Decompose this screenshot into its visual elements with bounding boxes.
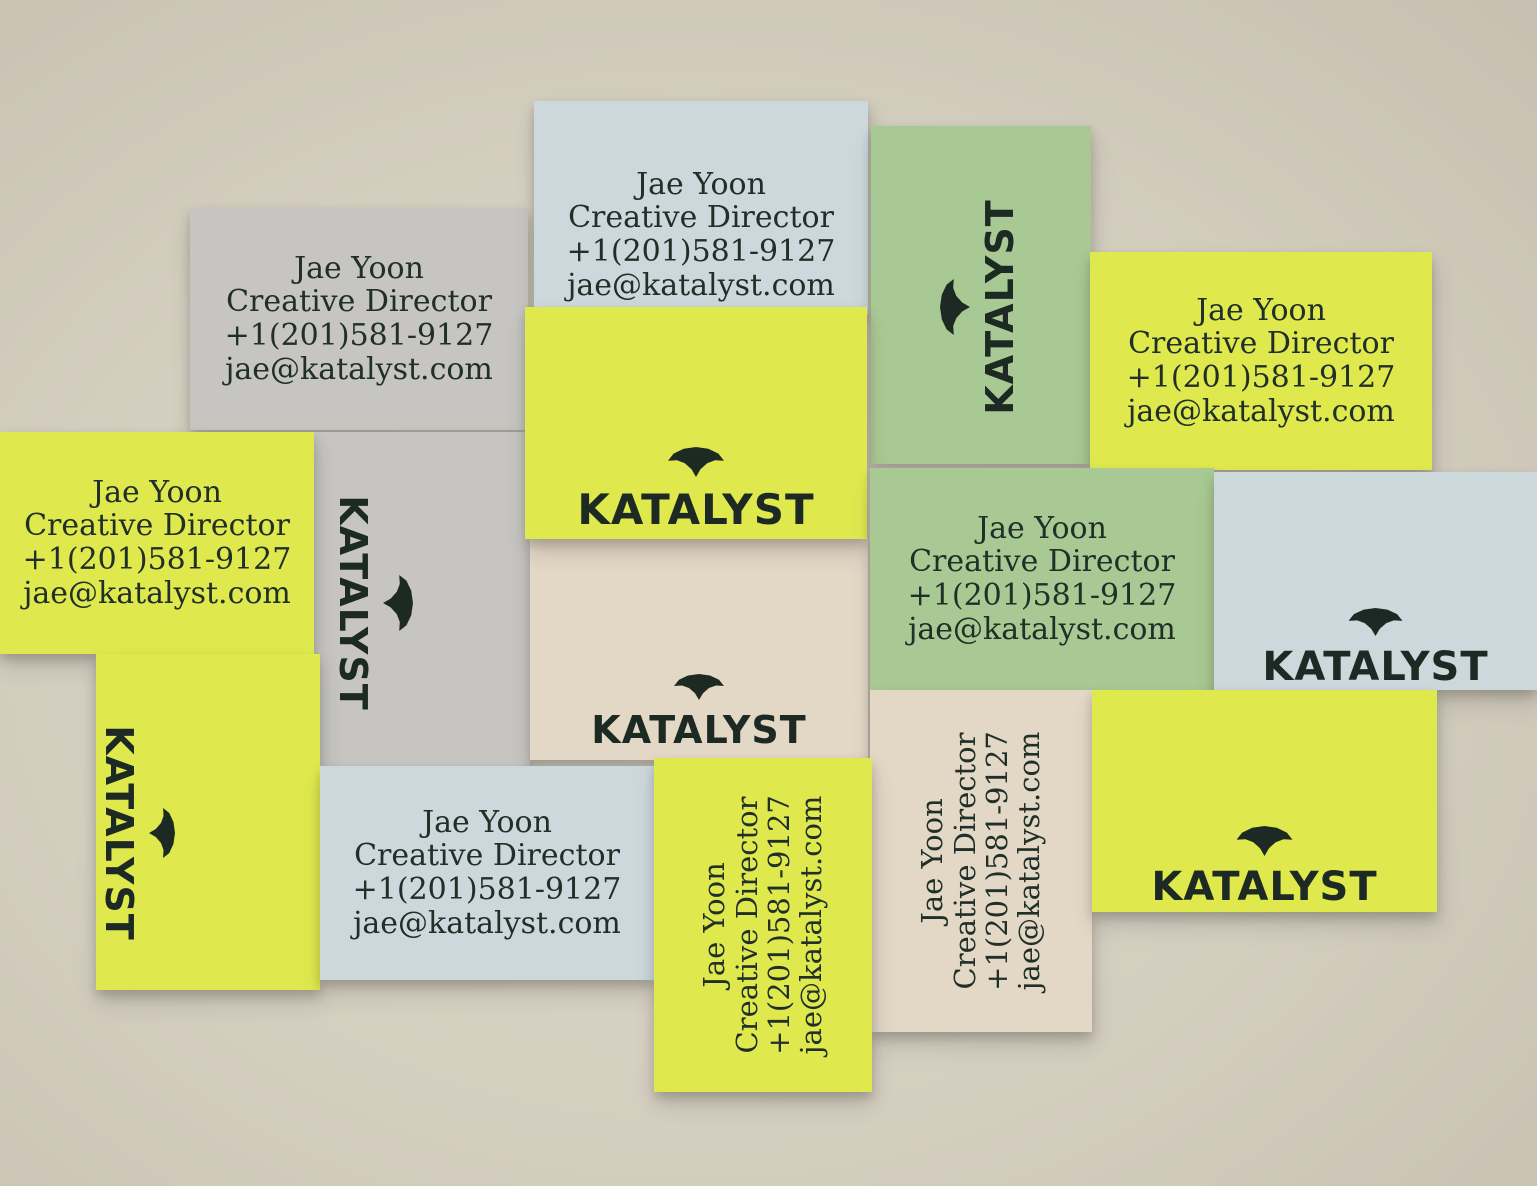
card-email: jae@katalyst.com	[908, 611, 1176, 647]
business-card-yellow-brand: KATALYST	[525, 307, 867, 539]
business-card-green-info: Jae Yoon Creative Director +1(201)581-91…	[870, 468, 1214, 690]
card-info: Jae Yoon Creative Director +1(201)581-91…	[870, 690, 1092, 1032]
brand-wordmark: KATALYST	[1262, 644, 1489, 690]
business-card-yellow-info-vertical: Jae Yoon Creative Director +1(201)581-91…	[654, 758, 872, 1092]
katalyst-dome-icon	[149, 808, 175, 858]
brand-lockup: KATALYST	[331, 453, 413, 753]
business-card-blue-brand: KATALYST	[1214, 472, 1537, 690]
card-phone: +1(201)581-9127	[352, 872, 622, 907]
business-card-green-brand-vertical: KATALYST	[871, 126, 1091, 464]
card-title: Creative Director	[568, 200, 834, 236]
card-info: Jae Yoon Creative Director +1(201)581-91…	[870, 468, 1214, 690]
business-card-grey-info: Jae Yoon Creative Director +1(201)581-91…	[190, 208, 528, 430]
card-info: Jae Yoon Creative Director +1(201)581-91…	[0, 432, 314, 654]
card-phone: +1(201)581-9127	[980, 731, 1014, 991]
brand-wordmark: KATALYST	[978, 199, 1022, 415]
business-card-yellow-brand-vertical: KATALYST	[96, 654, 320, 990]
card-phone: +1(201)581-9127	[566, 234, 836, 269]
brand-wordmark: KATALYST	[97, 725, 141, 941]
card-email: jae@katalyst.com	[1127, 393, 1395, 429]
business-card-beige-info-vertical: Jae Yoon Creative Director +1(201)581-91…	[870, 690, 1092, 1032]
card-name: Jae Yoon	[294, 250, 424, 286]
business-card-beige-brand: KATALYST	[530, 538, 868, 760]
card-name: Jae Yoon	[92, 474, 222, 510]
brand-lockup: KATALYST	[1092, 826, 1437, 910]
card-email: jae@katalyst.com	[23, 575, 291, 611]
card-phone: +1(201)581-9127	[1126, 360, 1396, 395]
card-title: Creative Director	[24, 508, 290, 544]
card-phone: +1(201)581-9127	[907, 578, 1177, 613]
card-title: Creative Director	[947, 732, 982, 990]
card-email: jae@katalyst.com	[794, 795, 829, 1055]
brand-wordmark: KATALYST	[577, 485, 815, 534]
card-name: Jae Yoon	[697, 862, 732, 988]
card-email: jae@katalyst.com	[225, 351, 493, 387]
card-name: Jae Yoon	[636, 166, 766, 202]
katalyst-dome-icon	[940, 279, 970, 335]
card-title: Creative Director	[226, 284, 492, 320]
card-info: Jae Yoon Creative Director +1(201)581-91…	[320, 766, 654, 980]
card-name: Jae Yoon	[1196, 292, 1326, 328]
card-title: Creative Director	[1128, 326, 1394, 362]
katalyst-dome-icon	[668, 447, 724, 477]
business-card-blue-info: Jae Yoon Creative Director +1(201)581-91…	[320, 766, 654, 980]
katalyst-dome-icon	[674, 674, 724, 700]
card-title: Creative Director	[909, 544, 1175, 580]
card-phone: +1(201)581-9127	[22, 542, 292, 577]
card-phone: +1(201)581-9127	[762, 795, 796, 1055]
card-email: jae@katalyst.com	[567, 267, 835, 303]
katalyst-dome-icon	[383, 575, 413, 631]
brand-wordmark: KATALYST	[591, 708, 807, 752]
card-info: Jae Yoon Creative Director +1(201)581-91…	[1090, 252, 1432, 470]
business-card-grey-brand-vertical: KATALYST	[314, 432, 530, 766]
card-email: jae@katalyst.com	[353, 905, 621, 941]
card-name: Jae Yoon	[422, 804, 552, 840]
brand-lockup: KATALYST	[97, 683, 175, 983]
business-card-yellow-brand: KATALYST	[1092, 690, 1437, 912]
brand-lockup: KATALYST	[525, 447, 867, 534]
business-card-blue-info: Jae Yoon Creative Director +1(201)581-91…	[534, 101, 868, 315]
brand-wordmark: KATALYST	[1151, 864, 1378, 910]
business-card-yellow-info: Jae Yoon Creative Director +1(201)581-91…	[1090, 252, 1432, 470]
business-card-yellow-info: Jae Yoon Creative Director +1(201)581-91…	[0, 432, 314, 654]
brand-wordmark: KATALYST	[331, 495, 375, 711]
brand-lockup: KATALYST	[940, 157, 1022, 457]
card-info: Jae Yoon Creative Director +1(201)581-91…	[534, 165, 868, 305]
card-info: Jae Yoon Creative Director +1(201)581-91…	[190, 208, 528, 430]
brand-lockup: KATALYST	[530, 674, 868, 752]
katalyst-dome-icon	[1236, 826, 1293, 856]
card-title: Creative Director	[729, 796, 764, 1054]
card-email: jae@katalyst.com	[1012, 731, 1047, 991]
katalyst-dome-icon	[1348, 608, 1403, 636]
brand-lockup: KATALYST	[1214, 608, 1537, 690]
card-title: Creative Director	[354, 838, 620, 874]
card-name: Jae Yoon	[977, 510, 1107, 546]
card-info: Jae Yoon Creative Director +1(201)581-91…	[654, 758, 872, 1092]
card-phone: +1(201)581-9127	[224, 318, 494, 353]
card-name: Jae Yoon	[915, 798, 950, 924]
